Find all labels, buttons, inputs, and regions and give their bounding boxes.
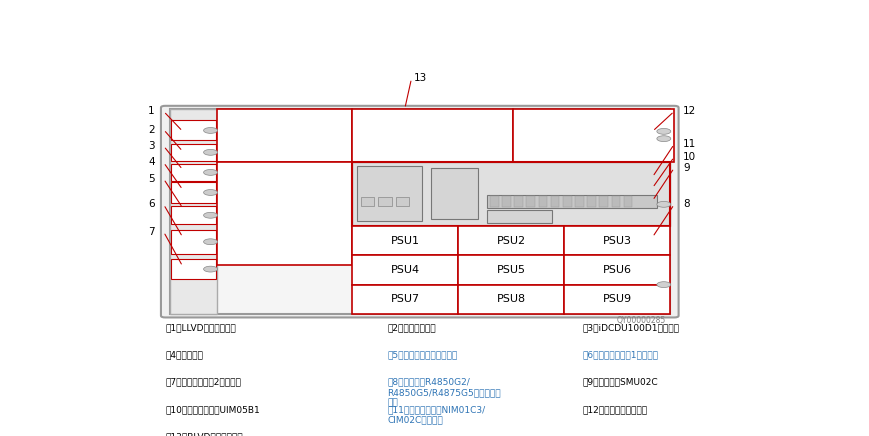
Bar bbox=[171, 164, 216, 181]
Bar bbox=[352, 226, 458, 255]
Bar bbox=[169, 109, 669, 314]
Text: PSU9: PSU9 bbox=[601, 294, 631, 304]
Text: PSU2: PSU2 bbox=[496, 236, 525, 246]
Bar bbox=[217, 162, 352, 265]
Text: 5: 5 bbox=[148, 174, 155, 184]
Bar bbox=[489, 196, 498, 207]
Bar bbox=[623, 196, 632, 207]
Text: 6: 6 bbox=[148, 199, 155, 209]
Text: （8）整流模块R4850G2/
R4850G5/R4875G5安装位置和
顺序: （8）整流模块R4850G2/ R4850G5/R4875G5安装位置和 顺序 bbox=[387, 378, 501, 408]
Bar bbox=[526, 196, 534, 207]
Text: （13）BLVD空开安装位置: （13）BLVD空开安装位置 bbox=[165, 433, 242, 436]
Bar bbox=[562, 196, 571, 207]
Bar bbox=[587, 196, 595, 207]
Bar bbox=[171, 182, 216, 202]
Bar bbox=[458, 285, 563, 314]
Text: （11）通信扩展模块NIM01C3/
CIM02C安装空间: （11）通信扩展模块NIM01C3/ CIM02C安装空间 bbox=[387, 405, 485, 424]
Bar bbox=[171, 144, 216, 160]
Bar bbox=[599, 196, 607, 207]
Bar bbox=[352, 285, 458, 314]
Text: 12: 12 bbox=[682, 106, 695, 116]
Text: （4）接地螺钉: （4）接地螺钉 bbox=[165, 350, 203, 359]
Text: 7: 7 bbox=[148, 227, 155, 237]
Bar bbox=[352, 162, 669, 226]
Bar bbox=[574, 196, 583, 207]
Text: PSU4: PSU4 bbox=[390, 265, 420, 275]
Circle shape bbox=[656, 136, 670, 142]
Circle shape bbox=[656, 129, 670, 134]
Bar bbox=[217, 109, 352, 162]
Text: （2）配电指示标签: （2）配电指示标签 bbox=[387, 323, 435, 332]
Bar bbox=[538, 196, 547, 207]
Bar bbox=[563, 255, 669, 285]
Bar bbox=[356, 166, 421, 221]
Text: 13: 13 bbox=[413, 73, 427, 83]
Bar bbox=[430, 168, 478, 219]
Text: PSU3: PSU3 bbox=[601, 236, 631, 246]
Text: （9）监控模块SMU02C: （9）监控模块SMU02C bbox=[582, 378, 658, 387]
Bar bbox=[550, 196, 559, 207]
Bar bbox=[514, 196, 522, 207]
Text: （6）交流输入模块1安装位置: （6）交流输入模块1安装位置 bbox=[582, 350, 658, 359]
Circle shape bbox=[203, 239, 217, 245]
Bar bbox=[563, 285, 669, 314]
Text: PSU8: PSU8 bbox=[496, 294, 525, 304]
Bar bbox=[563, 226, 669, 255]
Text: （7）交流输入模块2安装位置: （7）交流输入模块2安装位置 bbox=[165, 378, 241, 387]
Text: PSU6: PSU6 bbox=[601, 265, 631, 275]
Bar bbox=[458, 255, 563, 285]
Circle shape bbox=[203, 170, 217, 175]
Circle shape bbox=[656, 201, 670, 207]
Circle shape bbox=[203, 212, 217, 218]
Bar bbox=[378, 197, 391, 206]
Bar bbox=[395, 197, 408, 206]
Text: （1）LLVD空开安装位置: （1）LLVD空开安装位置 bbox=[165, 323, 235, 332]
Text: 8: 8 bbox=[682, 199, 689, 209]
Circle shape bbox=[656, 282, 670, 287]
Text: 9: 9 bbox=[682, 163, 689, 173]
Bar bbox=[487, 195, 656, 208]
Bar bbox=[171, 230, 216, 254]
Bar bbox=[611, 196, 620, 207]
Text: 4: 4 bbox=[148, 157, 155, 167]
Text: （10）用户接口模块UIM05B1: （10）用户接口模块UIM05B1 bbox=[165, 405, 260, 414]
Text: （3）iDCDU100D1安装位置: （3）iDCDU100D1安装位置 bbox=[582, 323, 679, 332]
Text: PSU1: PSU1 bbox=[390, 236, 419, 246]
Circle shape bbox=[203, 150, 217, 155]
Text: PSU5: PSU5 bbox=[496, 265, 525, 275]
Bar bbox=[501, 196, 510, 207]
FancyBboxPatch shape bbox=[161, 106, 678, 317]
Bar bbox=[352, 162, 669, 226]
Text: QY00000285: QY00000285 bbox=[615, 316, 665, 325]
Text: 1: 1 bbox=[148, 106, 155, 116]
Circle shape bbox=[203, 190, 217, 195]
Text: 2: 2 bbox=[148, 125, 155, 135]
Text: PSU7: PSU7 bbox=[390, 294, 420, 304]
Bar bbox=[487, 210, 552, 223]
Text: （12）电池空开安装位置: （12）电池空开安装位置 bbox=[582, 405, 647, 414]
Bar bbox=[171, 259, 216, 279]
Text: （5）交流输出模块安装位置: （5）交流输出模块安装位置 bbox=[387, 350, 457, 359]
Text: 10: 10 bbox=[682, 152, 695, 162]
Bar bbox=[361, 197, 374, 206]
Text: 11: 11 bbox=[682, 139, 695, 149]
Bar bbox=[352, 255, 458, 285]
Bar bbox=[458, 226, 563, 255]
Circle shape bbox=[203, 266, 217, 272]
Text: 3: 3 bbox=[148, 141, 155, 151]
Bar bbox=[513, 109, 673, 162]
Bar bbox=[171, 120, 216, 140]
Bar bbox=[169, 109, 217, 314]
Bar bbox=[171, 206, 216, 225]
Bar bbox=[352, 109, 513, 162]
Circle shape bbox=[203, 127, 217, 133]
